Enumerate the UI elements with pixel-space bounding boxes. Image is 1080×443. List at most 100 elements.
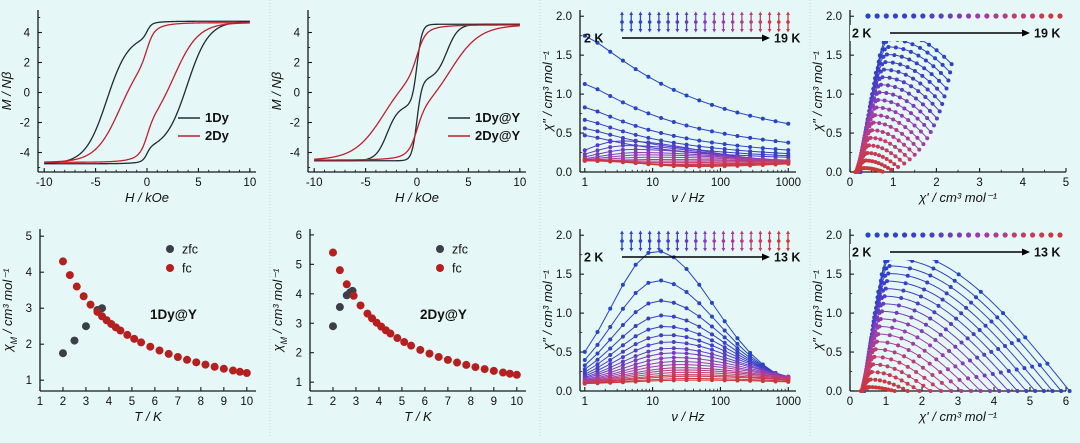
svg-text:1.5: 1.5 — [826, 50, 842, 62]
svg-text:0.0: 0.0 — [556, 167, 572, 179]
svg-text:6: 6 — [296, 230, 302, 242]
svg-text:6: 6 — [1063, 396, 1069, 408]
svg-text:10: 10 — [513, 177, 526, 189]
svg-text:-10: -10 — [36, 177, 53, 189]
svg-text:2 K: 2 K — [852, 246, 871, 260]
svg-text:2.0: 2.0 — [556, 11, 572, 23]
svg-text:-4: -4 — [20, 148, 31, 160]
svg-text:1.5: 1.5 — [556, 269, 572, 281]
svg-text:T / K: T / K — [404, 409, 433, 424]
svg-text:1: 1 — [883, 396, 889, 408]
svg-text:13 K: 13 K — [1034, 246, 1060, 260]
svg-text:1.0: 1.0 — [556, 89, 572, 101]
svg-text:fc: fc — [182, 262, 192, 276]
svg-text:0.0: 0.0 — [826, 167, 842, 179]
svg-text:1Dy@Y: 1Dy@Y — [150, 307, 197, 322]
svg-text:4: 4 — [24, 28, 31, 40]
svg-text:9: 9 — [221, 396, 227, 408]
svg-text:0.0: 0.0 — [556, 386, 572, 398]
svg-text:5: 5 — [26, 231, 32, 243]
svg-text:2 K: 2 K — [852, 27, 871, 41]
svg-text:1: 1 — [307, 396, 313, 408]
svg-text:5: 5 — [399, 396, 405, 408]
svg-text:8: 8 — [198, 396, 204, 408]
svg-text:2.0: 2.0 — [556, 230, 572, 242]
svg-text:3: 3 — [296, 318, 302, 330]
svg-text:10: 10 — [646, 177, 659, 189]
svg-text:19 K: 19 K — [774, 32, 800, 46]
svg-text:6: 6 — [422, 396, 428, 408]
svg-text:H / kOe: H / kOe — [395, 190, 439, 205]
svg-text:4: 4 — [376, 396, 383, 408]
svg-text:13 K: 13 K — [774, 251, 800, 265]
svg-text:10: 10 — [646, 396, 659, 408]
svg-text:2: 2 — [24, 58, 30, 70]
svg-text:1: 1 — [296, 377, 302, 389]
svg-text:1Dy@Y: 1Dy@Y — [475, 110, 521, 125]
svg-text:H / kOe: H / kOe — [125, 190, 169, 205]
svg-text:4: 4 — [106, 396, 113, 408]
svg-text:M / Nβ: M / Nβ — [0, 71, 14, 110]
svg-text:2: 2 — [294, 58, 300, 70]
svg-text:0.5: 0.5 — [826, 347, 842, 359]
svg-text:1: 1 — [890, 177, 896, 189]
svg-text:3: 3 — [353, 396, 359, 408]
svg-text:0: 0 — [414, 177, 420, 189]
svg-text:19 K: 19 K — [1034, 27, 1060, 41]
svg-text:2 K: 2 K — [584, 251, 603, 265]
svg-text:fc: fc — [452, 262, 462, 276]
svg-text:-5: -5 — [360, 177, 370, 189]
svg-text:-2: -2 — [20, 118, 30, 130]
svg-text:χ" / cm³ mol⁻¹: χ" / cm³ mol⁻¹ — [810, 50, 825, 132]
svg-text:χ' / cm³ mol⁻¹: χ' / cm³ mol⁻¹ — [918, 409, 997, 424]
svg-text:3: 3 — [976, 177, 982, 189]
svg-text:5: 5 — [1027, 396, 1033, 408]
svg-text:1000: 1000 — [775, 396, 801, 408]
svg-text:4: 4 — [296, 289, 303, 301]
svg-text:0.5: 0.5 — [556, 128, 572, 140]
svg-text:10: 10 — [240, 396, 253, 408]
svg-text:0: 0 — [847, 177, 853, 189]
svg-text:2: 2 — [330, 396, 336, 408]
svg-text:8: 8 — [468, 396, 474, 408]
svg-text:2: 2 — [296, 348, 302, 360]
svg-text:1: 1 — [582, 396, 588, 408]
svg-text:2: 2 — [26, 339, 32, 351]
svg-text:100: 100 — [711, 396, 730, 408]
svg-text:χ" / cm³ mol⁻¹: χ" / cm³ mol⁻¹ — [810, 269, 825, 351]
svg-text:zfc: zfc — [182, 243, 198, 257]
svg-text:1: 1 — [37, 396, 43, 408]
svg-text:10: 10 — [243, 177, 256, 189]
svg-text:1Dy: 1Dy — [205, 110, 230, 125]
svg-text:0.5: 0.5 — [556, 347, 572, 359]
svg-text:2: 2 — [933, 177, 939, 189]
svg-text:7: 7 — [175, 396, 181, 408]
svg-text:1.0: 1.0 — [826, 308, 842, 320]
svg-text:9: 9 — [491, 396, 497, 408]
svg-text:2Dy@Y: 2Dy@Y — [475, 128, 521, 143]
svg-text:1: 1 — [26, 375, 32, 387]
svg-text:1000: 1000 — [775, 177, 801, 189]
svg-text:2Dy@Y: 2Dy@Y — [420, 307, 467, 322]
svg-text:1: 1 — [582, 177, 588, 189]
svg-text:χ" / cm³ mol⁻¹: χ" / cm³ mol⁻¹ — [540, 269, 555, 351]
svg-text:M / Nβ: M / Nβ — [269, 71, 284, 110]
svg-text:10: 10 — [510, 396, 523, 408]
svg-text:1.5: 1.5 — [826, 269, 842, 281]
svg-text:-5: -5 — [90, 177, 100, 189]
svg-text:3: 3 — [26, 303, 32, 315]
svg-text:2: 2 — [60, 396, 66, 408]
svg-text:2.0: 2.0 — [826, 11, 842, 23]
svg-text:1.0: 1.0 — [556, 308, 572, 320]
svg-text:5: 5 — [1063, 177, 1069, 189]
svg-text:2.0: 2.0 — [826, 230, 842, 242]
svg-text:2 K: 2 K — [584, 32, 603, 46]
svg-text:0.0: 0.0 — [826, 386, 842, 398]
svg-text:0: 0 — [24, 88, 30, 100]
svg-text:-2: -2 — [290, 118, 300, 130]
svg-text:T / K: T / K — [134, 409, 163, 424]
svg-text:3: 3 — [83, 396, 89, 408]
svg-text:χ" / cm³ mol⁻¹: χ" / cm³ mol⁻¹ — [540, 50, 555, 132]
svg-text:4: 4 — [1020, 177, 1027, 189]
svg-text:5: 5 — [195, 177, 201, 189]
